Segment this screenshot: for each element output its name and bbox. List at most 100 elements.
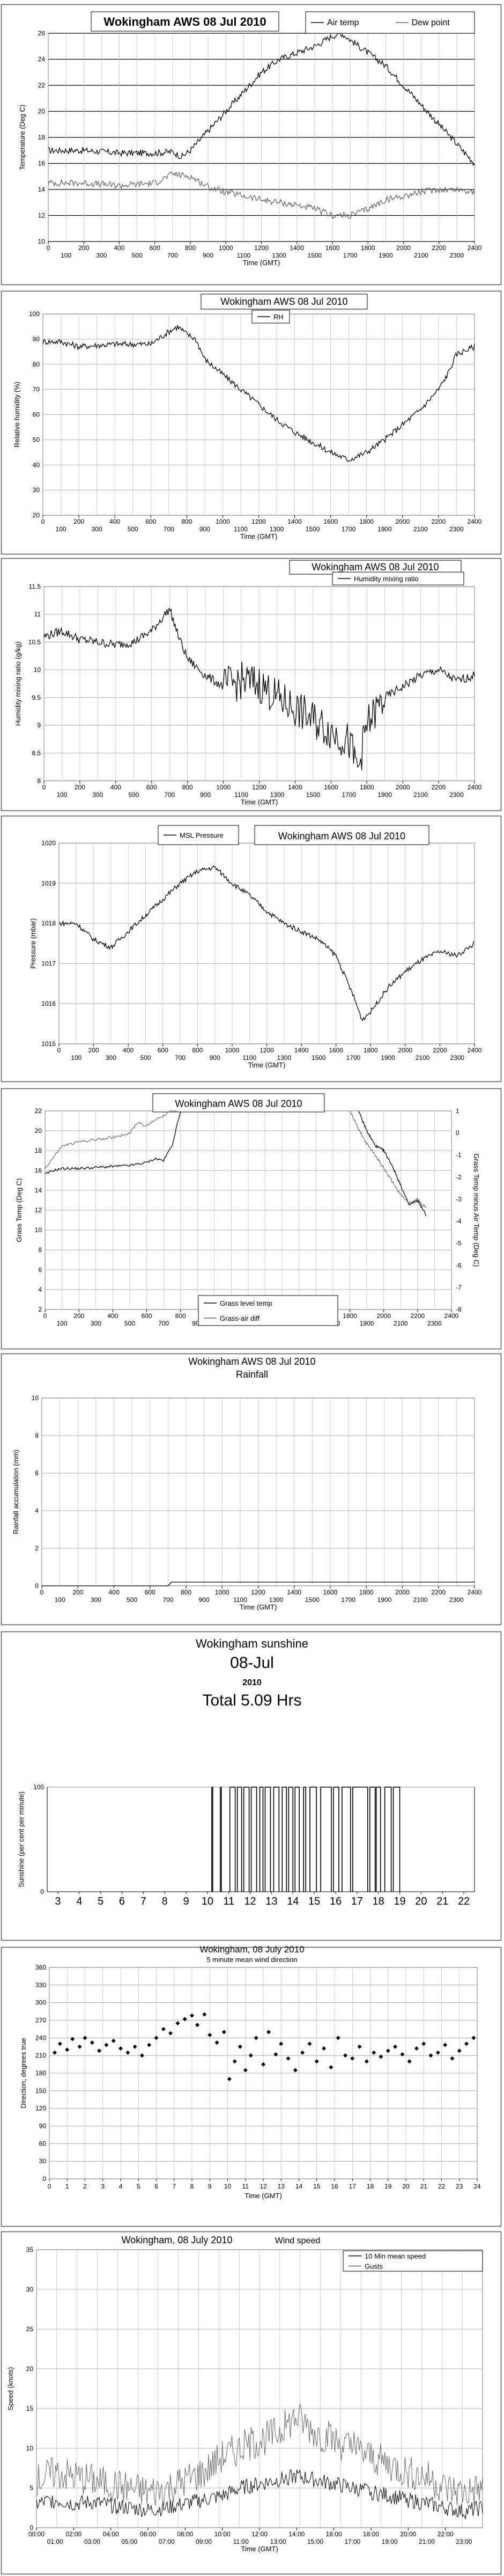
x-tick-label: 800 [182,784,193,791]
x-tick-label: 400 [114,244,124,252]
chart-subtitle: Wind speed [275,2236,321,2245]
x-tick-label: 1200 [251,518,266,525]
chart-subtitle: 5 minute mean wind direction [206,1956,297,1964]
data-point [182,2017,187,2022]
x-axis-label: Time (GMT) [240,532,278,540]
y-tick-label: 12 [35,1206,42,1214]
series-line [48,33,475,166]
x-tick-label: 600 [158,1046,168,1054]
data-point [104,2043,109,2047]
y-tick-label: 26 [38,30,46,37]
data-point [147,2043,152,2047]
x-tick-label: 700 [158,1320,169,1327]
x-tick-label: 800 [175,1312,186,1320]
data-point [90,2040,94,2045]
x-tick-label: 1000 [216,518,230,525]
data-point [175,2021,180,2025]
x-tick-label: 1300 [269,1596,284,1604]
x-tick-label: 1600 [323,1589,338,1596]
y-tick-label: 10 [34,666,41,674]
data-point [322,2046,327,2051]
x-tick-label: 19 [384,2183,392,2190]
series-line [36,2469,483,2520]
x-tick-label: 10 [224,2183,232,2190]
x-tick-label: 1700 [343,252,358,259]
x-tick-label: 1100 [236,252,250,259]
data-point [357,2044,362,2049]
x-tick-label: 0 [42,784,46,791]
series-line [45,1111,181,1174]
y-tick-label: 80 [33,361,40,368]
data-point [307,2041,312,2046]
x-axis-label: Time (GMT) [248,1061,286,1069]
data-point [393,2044,398,2049]
x-tick-label: 1200 [251,1589,265,1596]
x-tick-label: 900 [199,525,210,533]
y-tick-label: 20 [33,511,40,519]
x-tick-label: 1200 [260,1046,274,1054]
data-point [261,2062,265,2067]
x-tick-label: 900 [200,791,211,799]
x-axis-label: Time (GMT) [243,259,280,267]
chart-title: Wokingham AWS 08 Jul 2010 [188,1356,315,1367]
y-tick-label: 180 [35,2069,46,2077]
y-tick-label: 0 [29,2524,33,2531]
data-point [227,2076,232,2081]
x-tick-label: 1700 [341,1596,355,1604]
x-tick-label: 400 [108,1589,119,1596]
x-tick-label: 200 [75,784,85,791]
chart-title: Wokingham AWS 08 Jul 2010 [103,15,266,28]
y-tick-label: 16 [35,1167,42,1174]
x-tick-label: 2000 [395,1589,410,1596]
x-tick-label: 11:00 [233,2538,249,2545]
y-tick-label: 60 [39,2140,47,2147]
chart-title: Wokingham, 08 July 2010 [199,1944,304,1955]
data-point [232,2059,237,2064]
y-tick-label: 14 [35,1187,42,1194]
msl-pressure-chart: 1015 1016 1017 1018 1019 1020 0 200 400 600 800 100… [1,815,502,1082]
x-tick-label: 2000 [376,1312,391,1320]
x-tick-label: 900 [203,252,213,259]
x-tick-label: 200 [73,1312,84,1320]
x-tick-label: 600 [145,1589,155,1596]
x-tick-label: 02:00 [65,2530,81,2538]
data-point [161,2026,166,2031]
y-right-tick-label: -1 [456,1151,462,1159]
x-tick-label: 9 [183,1896,189,1907]
y-right-tick-label: -5 [456,1240,462,1247]
x-tick-label: 400 [107,1312,118,1320]
data-point [154,2036,159,2040]
x-tick-label: 300 [106,1054,116,1062]
data-point [57,2041,62,2046]
series-line [43,608,475,770]
y-tick-label: 90 [33,335,40,343]
x-tick-label: 1500 [305,1596,320,1604]
y-tick-label: 4 [35,1507,39,1514]
x-tick-label: 09:00 [196,2538,212,2545]
data-point [300,2050,305,2055]
y-tick-label: 1017 [41,960,56,967]
y-tick-label: 240 [35,2034,46,2041]
y-tick-label: 270 [35,2017,46,2024]
x-tick-label: 2200 [432,518,446,525]
x-tick-label: 21 [436,1896,448,1907]
x-tick-label: 800 [181,1589,191,1596]
x-tick-label: 700 [164,525,174,533]
x-tick-label: 900 [199,1596,210,1604]
x-tick-label: 2300 [449,1596,464,1604]
grass-temperature-chart: 2468101214161820220200400600800100012001… [1,1088,502,1350]
x-tick-label: 2400 [468,1046,482,1054]
x-tick-label: 18:00 [363,2530,379,2538]
x-tick-label: 500 [140,1054,151,1062]
y-axis-label: Temperature (Deg C) [18,105,26,170]
x-tick-label: 1700 [346,1054,361,1062]
legend-label: Grass-air diff [220,1314,260,1322]
y-tick-label: 22 [35,1107,42,1115]
x-tick-label: 18 [373,1896,384,1907]
chart-subtitle: Rainfall [236,1369,268,1380]
y-tick-label: 6 [35,1469,39,1477]
x-axis-label: Time (GMT) [240,1603,277,1611]
sunshine-chart: 0 100 3 4 5 6 7 8 9 10 11 12 13 14 15 16 17 18 19 20 21 22 Sun… [1,1631,502,1941]
